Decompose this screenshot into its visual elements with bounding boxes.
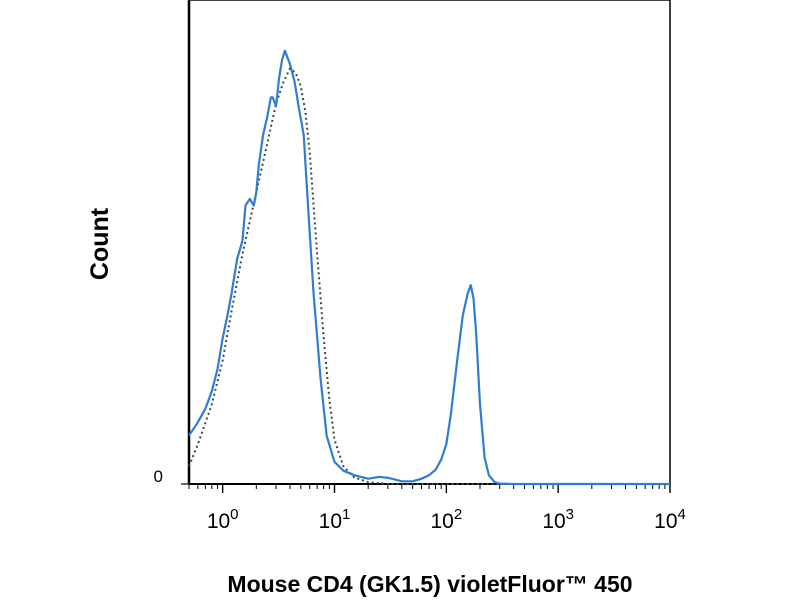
x-tick-label: 100 (207, 506, 239, 533)
x-tick-label: 104 (654, 506, 686, 533)
x-axis-title: Mouse CD4 (GK1.5) violetFluor™ 450 (227, 571, 632, 597)
plot-frame (188, 0, 671, 485)
y-axis-ticks: 0 (154, 467, 189, 486)
x-axis-ticks: 100 101 102 103 104 (188, 484, 686, 533)
series-layer (188, 49, 670, 486)
x-tick-label: 103 (542, 506, 574, 533)
y-axis-title: Count (86, 207, 114, 280)
stained-series-line (188, 49, 670, 486)
x-tick-label: 101 (319, 506, 351, 533)
control-series-line (188, 67, 670, 485)
y-tick-label: 0 (154, 467, 163, 486)
x-tick-label: 102 (430, 506, 462, 533)
